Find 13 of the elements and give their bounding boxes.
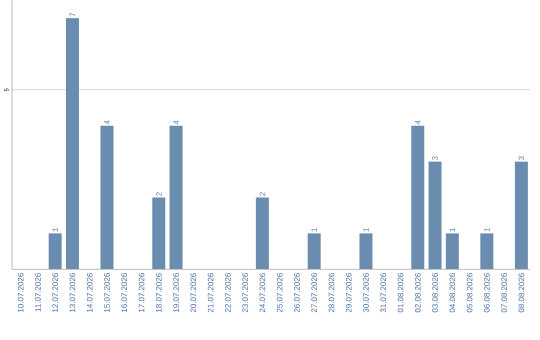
bar [66,18,79,270]
bar [256,197,269,270]
bar [152,197,166,270]
bar [446,233,459,270]
bar [428,161,442,270]
bar [480,233,494,270]
bar [100,126,114,270]
bar [170,126,183,270]
bar [48,233,62,270]
bar [308,233,321,270]
bar [411,126,424,270]
bar [514,161,528,270]
bar [359,233,372,270]
